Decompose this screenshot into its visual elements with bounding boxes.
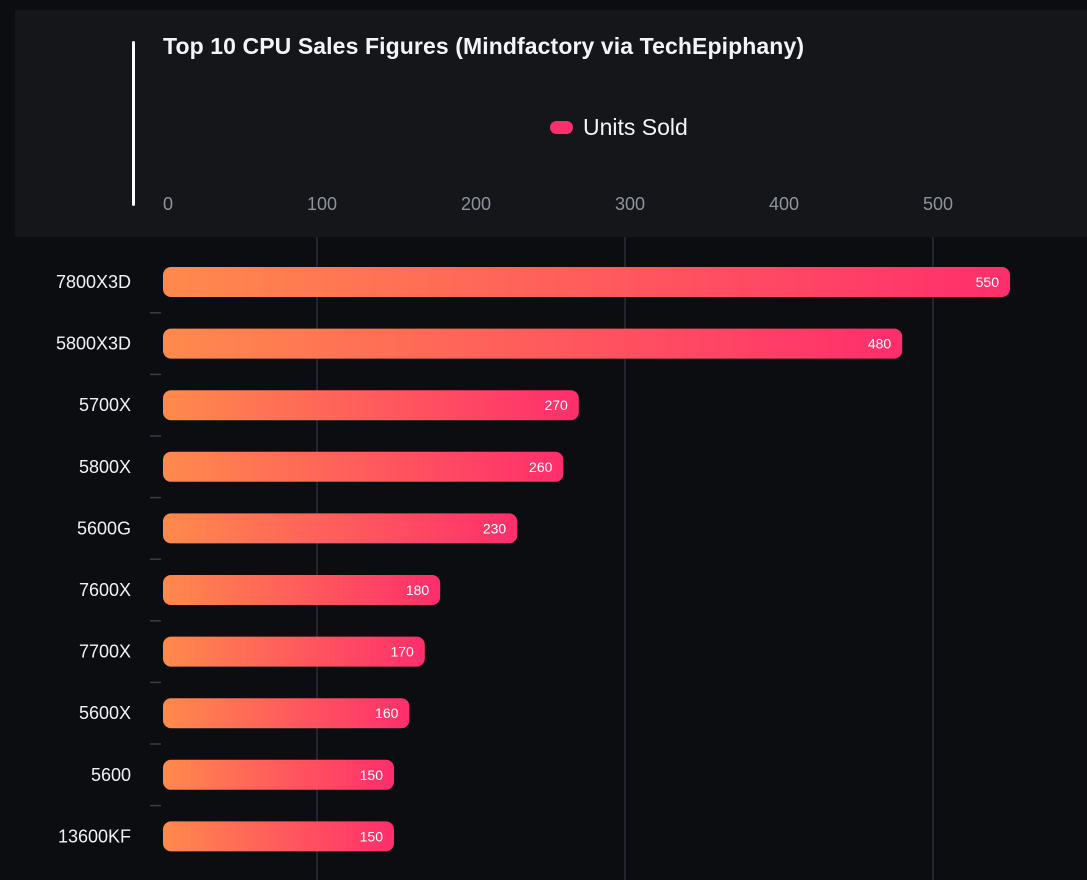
value-label-5800x: 260	[529, 459, 553, 475]
category-label-5800x3d: 5800X3D	[56, 334, 131, 354]
legend-swatch-units-sold	[550, 120, 573, 134]
category-label-13600kf: 13600KF	[58, 826, 131, 846]
chart-title: Top 10 CPU Sales Figures (Mindfactory vi…	[163, 33, 805, 59]
value-label-7800x3d: 550	[976, 274, 1000, 290]
category-label-5600g: 5600G	[77, 518, 131, 538]
x-axis-ticks: 0 100 200 300 400 500	[163, 194, 953, 214]
bar-5600g[interactable]	[163, 513, 518, 544]
category-label-5700x: 5700X	[79, 395, 131, 415]
header-accent-rule	[132, 41, 135, 206]
value-label-5600: 150	[360, 767, 384, 783]
bar-7800x3d[interactable]	[163, 267, 1010, 297]
bar-5600[interactable]	[163, 759, 394, 790]
bar-5800x[interactable]	[163, 451, 564, 482]
x-tick-label-300: 300	[615, 194, 645, 214]
bar-5700x[interactable]	[163, 390, 579, 421]
category-labels: 7800X3D 5800X3D 5700X 5800X 5600G 7600X 7700X 5…	[56, 272, 131, 846]
value-label-7600x: 180	[406, 582, 430, 598]
value-label-5600x: 160	[375, 705, 399, 721]
category-label-7700x: 7700X	[79, 642, 131, 662]
value-label-13600kf: 150	[360, 828, 384, 844]
x-tick-label-500: 500	[923, 194, 953, 214]
category-label-5600: 5600	[91, 765, 131, 785]
legend[interactable]: Units Sold	[550, 112, 688, 142]
value-label-5800x3d: 480	[868, 336, 892, 352]
x-tick-label-400: 400	[769, 194, 799, 214]
category-label-5600x: 5600X	[79, 703, 131, 723]
bar-5800x3d[interactable]	[163, 328, 903, 359]
x-tick-label-200: 200	[461, 194, 491, 214]
category-label-5800x: 5800X	[79, 457, 131, 477]
category-separators	[150, 312, 161, 807]
category-label-7600x: 7600X	[79, 580, 131, 600]
value-label-5700x: 270	[544, 397, 568, 413]
bar-5600x[interactable]	[163, 698, 410, 729]
x-tick-label-100: 100	[307, 194, 337, 214]
value-label-5600g: 230	[483, 520, 507, 536]
bar-13600kf[interactable]	[163, 821, 394, 852]
bar-7600x[interactable]	[163, 575, 441, 605]
legend-label-units-sold: Units Sold	[583, 113, 688, 140]
x-tick-label-0: 0	[163, 194, 173, 214]
value-labels: 550 480 270 260 230 180 170 160 150 150	[360, 274, 1000, 844]
bars	[163, 267, 1010, 852]
value-label-7700x: 170	[390, 644, 414, 660]
bar-7700x[interactable]	[163, 636, 425, 667]
category-label-7800x3d: 7800X3D	[56, 272, 131, 292]
